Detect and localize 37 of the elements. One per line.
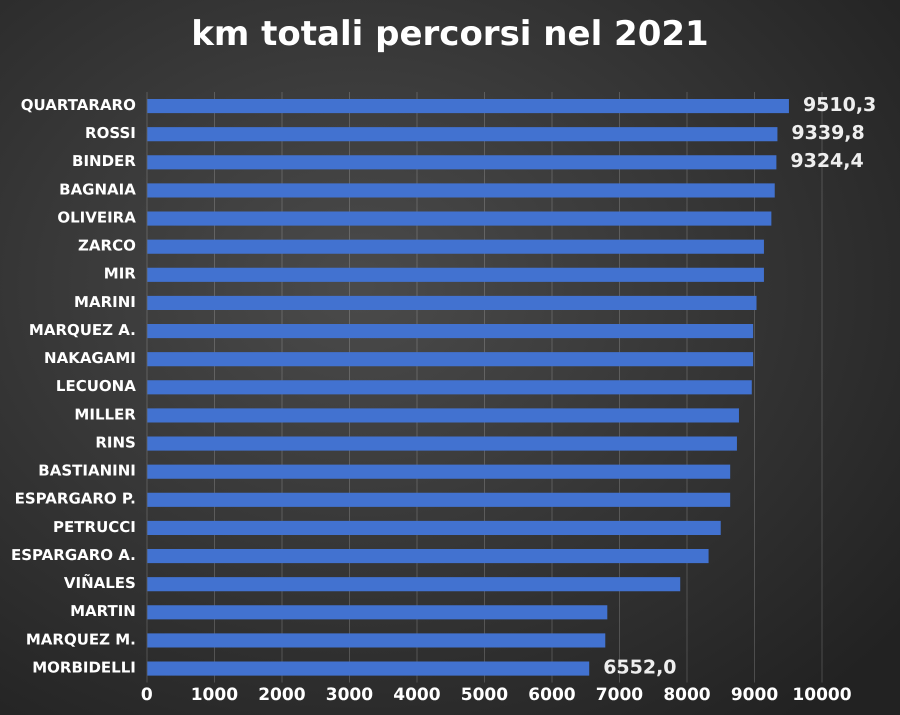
y-tick-label: ROSSI (85, 124, 136, 142)
y-tick-label: ZARCO (78, 236, 136, 255)
y-tick-label: NAKAGAMI (44, 349, 136, 368)
y-tick-label: BINDER (72, 152, 136, 170)
y-tick-label: MORBIDELLI (32, 658, 136, 676)
x-tick-label: 6000 (528, 685, 576, 706)
y-tick-label: MIR (104, 264, 136, 283)
y-tick-label: RINS (95, 433, 136, 452)
data-label: 6552,0 (603, 656, 677, 678)
y-tick-label: VIÑALES (64, 574, 136, 592)
data-label: 9339,8 (791, 122, 865, 144)
y-tick-label: MARQUEZ M. (26, 630, 136, 648)
x-tick-label: 3000 (326, 685, 374, 706)
data-label: 9510,3 (802, 94, 876, 116)
chart-title: km totali percorsi nel 2021 (190, 14, 710, 54)
y-tick-label: ESPARGARO A. (10, 546, 136, 564)
x-tick-label: 8000 (663, 685, 711, 706)
y-tick-label: MARTIN (70, 602, 136, 620)
x-tick-label: 5000 (460, 685, 508, 706)
y-tick-label: ESPARGARO P. (14, 490, 136, 508)
x-tick-label: 0 (140, 685, 153, 706)
y-tick-label: PETRUCCI (53, 518, 136, 536)
y-tick-label: MARQUEZ A. (28, 320, 136, 339)
x-tick-label: 4000 (393, 685, 441, 706)
y-tick-label: MILLER (74, 405, 136, 424)
y-tick-label: OLIVEIRA (57, 208, 136, 226)
x-tick-label: 7000 (596, 685, 644, 706)
x-tick-label: 1000 (190, 685, 238, 706)
x-tick-label: 10000 (792, 685, 852, 706)
data-label: 9324,4 (790, 150, 864, 172)
y-tick-label: BASTIANINI (38, 462, 136, 480)
x-tick-label: 2000 (258, 685, 306, 706)
y-tick-label: LECUONA (56, 377, 136, 396)
x-tick-label: 9000 (730, 685, 778, 706)
y-tick-label: BAGNAIA (59, 180, 136, 198)
y-tick-label: MARINI (74, 292, 136, 311)
y-tick-label: QUARTARARO (20, 96, 136, 114)
